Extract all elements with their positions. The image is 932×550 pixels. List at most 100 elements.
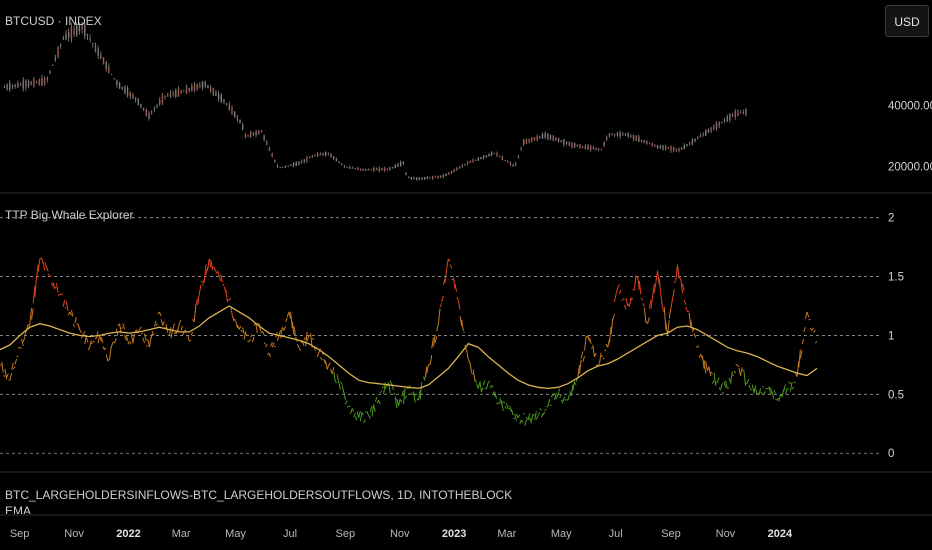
price-candle-body — [11, 85, 14, 87]
price-candle-body — [287, 165, 289, 167]
ratio-line-segment — [527, 413, 531, 421]
ratio-line-segment — [225, 289, 228, 303]
ratio-line-segment — [584, 336, 587, 351]
ratio-line-segment — [668, 307, 672, 320]
price-candle-body — [424, 177, 426, 180]
ratio-line-segment — [336, 374, 340, 383]
ratio-line-segment — [114, 338, 117, 344]
ratio-line-segment — [426, 364, 429, 374]
price-candle-body — [437, 175, 439, 179]
ratio-line-segment — [572, 381, 576, 391]
ratio-line-segment — [293, 326, 297, 336]
ratio-line-segment — [403, 388, 406, 405]
ratio-line-segment — [515, 413, 519, 419]
price-candle-body — [664, 145, 667, 151]
price-candle-body — [73, 28, 75, 35]
ratio-line-segment — [746, 378, 750, 383]
price-candle-body — [507, 161, 509, 163]
price-candle-body — [616, 133, 619, 136]
ratio-line-segment — [303, 337, 306, 341]
ratio-line-segment — [358, 410, 361, 419]
ratio-line-segment — [594, 352, 597, 357]
price-candle-body — [662, 145, 664, 150]
ratio-line-segment — [305, 331, 308, 347]
price-candle-body — [244, 134, 247, 138]
ratio-line-segment — [208, 258, 212, 268]
price-candle-body — [488, 153, 490, 157]
currency-button[interactable]: USD — [885, 5, 929, 37]
indicator-pane: 0 0.5 1 1.5 2 — [0, 213, 904, 460]
ratio-line-segment — [489, 385, 492, 389]
ratio-line-segment — [417, 390, 421, 401]
ratio-line-segment — [261, 331, 265, 335]
price-candle-body — [279, 167, 281, 169]
ratio-line-segment — [788, 381, 791, 385]
price-candle-body — [357, 167, 359, 170]
price-candle-body — [563, 139, 565, 145]
price-candle-body — [27, 80, 30, 87]
ratio-line-segment — [12, 366, 16, 370]
ratio-line-segment — [778, 394, 781, 402]
price-candle-body — [110, 73, 113, 75]
ratio-line-segment — [3, 375, 6, 377]
ratio-line-segment — [323, 358, 326, 364]
ratio-line-segment — [69, 311, 72, 316]
ratio-line-segment — [697, 345, 700, 348]
price-candle-body — [448, 172, 450, 175]
ratio-line-segment — [290, 311, 293, 328]
time-axis-label: 2023 — [442, 528, 466, 540]
price-candle-body — [667, 148, 670, 149]
ratio-line-segment — [268, 352, 272, 358]
price-candle-body — [14, 84, 16, 87]
price-candle-body — [124, 86, 126, 94]
price-candle-body — [217, 93, 220, 100]
price-candle-body — [418, 177, 421, 181]
price-candle-body — [319, 153, 322, 156]
ratio-line-segment — [600, 355, 604, 358]
price-candle-body — [228, 104, 231, 111]
price-candle-body — [624, 133, 627, 135]
ratio-line-segment — [203, 264, 207, 283]
price-candle-body — [153, 108, 156, 110]
ratio-line-segment — [197, 294, 200, 305]
price-candle-body — [686, 144, 688, 146]
price-candle-body — [407, 177, 410, 179]
ratio-line-segment — [210, 259, 214, 271]
ratio-line-segment — [776, 397, 780, 401]
price-candle-body — [212, 88, 214, 95]
price-candle-body — [105, 61, 107, 70]
ratio-line-segment — [95, 331, 99, 339]
ratio-line-segment — [54, 286, 57, 289]
price-candle-body — [528, 139, 530, 143]
price-candle-body — [370, 169, 372, 171]
ratio-line-segment — [687, 310, 690, 313]
ratio-line-segment — [393, 392, 396, 396]
price-candle-body — [30, 81, 32, 85]
ratio-line-segment — [233, 318, 237, 321]
price-candle-body — [648, 143, 651, 145]
ratio-line-segment — [189, 339, 192, 342]
ratio-line-segment — [733, 370, 736, 374]
ratio-line-segment — [74, 316, 77, 324]
ratio-line-segment — [353, 412, 356, 418]
price-candle-body — [413, 177, 415, 180]
ratio-line-segment — [55, 282, 59, 293]
ratio-line-segment — [487, 380, 491, 383]
price-candle-body — [458, 166, 461, 169]
price-candle-body — [442, 175, 445, 178]
price-candle-body — [523, 140, 525, 145]
ratio-line-segment — [736, 364, 740, 367]
ratio-line-segment — [554, 393, 557, 401]
ratio-line-segment — [431, 337, 434, 349]
price-candle-body — [472, 160, 474, 163]
ratio-line-segment — [1, 361, 4, 373]
ratio-line-segment — [796, 361, 800, 377]
price-candle-body — [59, 45, 62, 46]
ratio-line-segment — [434, 336, 438, 344]
price-candle-body — [598, 148, 600, 150]
ratio-line-segment — [142, 337, 145, 344]
ratio-line-segment — [623, 304, 627, 310]
price-candle-body — [547, 133, 549, 140]
price-candle-body — [608, 133, 611, 136]
ratio-line-segment — [811, 327, 815, 331]
